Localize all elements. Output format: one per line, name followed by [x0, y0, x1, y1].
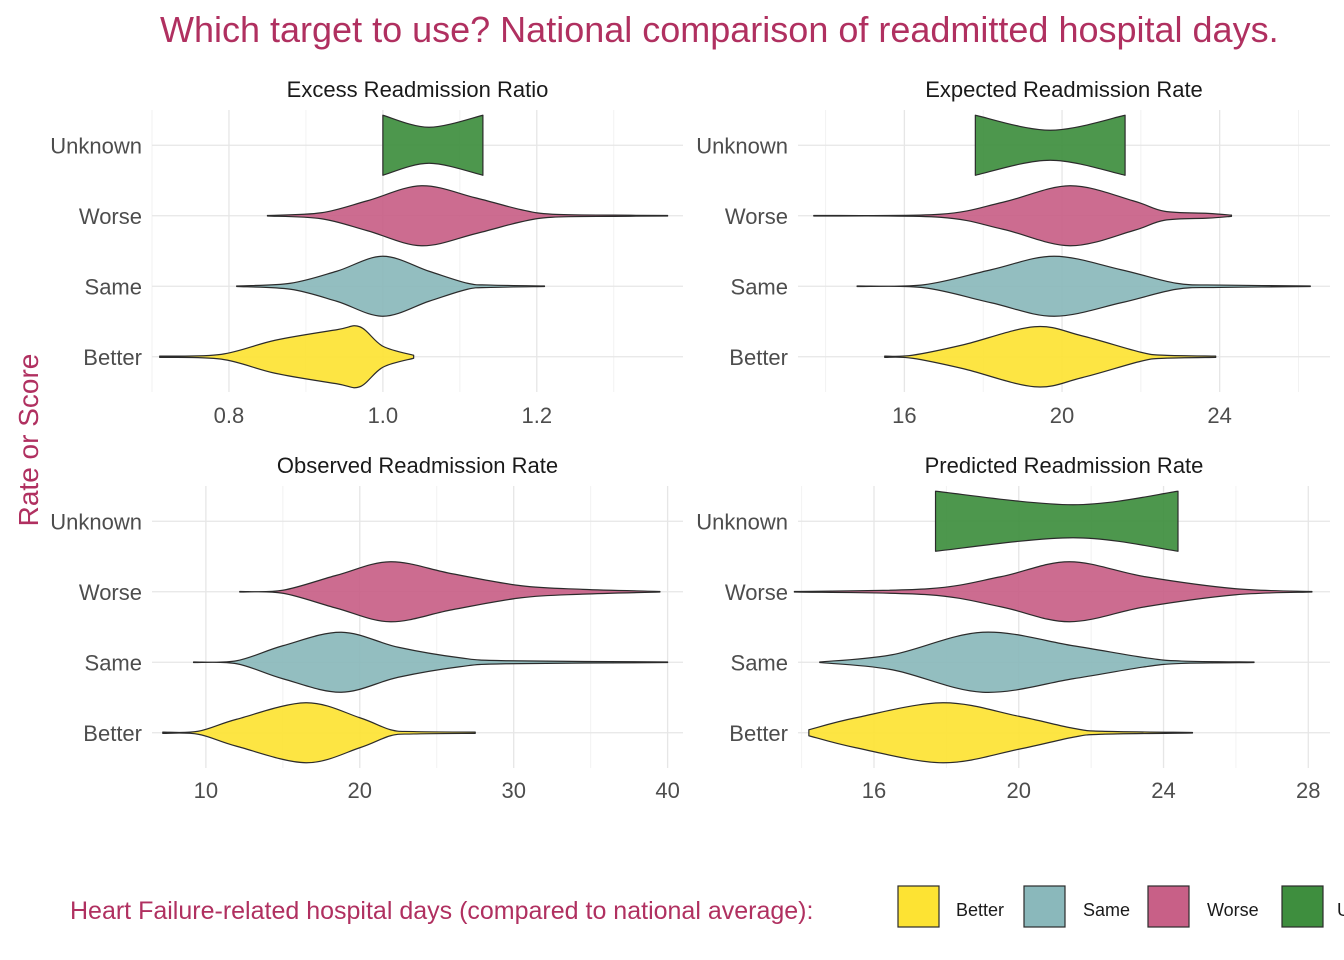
- legend-label-better: Better: [956, 900, 1004, 920]
- violin-better: [159, 325, 415, 389]
- legend-key-same: [1023, 885, 1066, 928]
- violin-better: [808, 702, 1194, 764]
- tick-label: 24: [1207, 403, 1231, 428]
- tick-label: 28: [1296, 778, 1320, 803]
- category-label: Better: [729, 345, 788, 370]
- legend-key-better: [897, 885, 940, 928]
- category-label: Worse: [79, 204, 142, 229]
- tick-label: 20: [348, 778, 372, 803]
- violin-same: [819, 631, 1255, 693]
- category-label: Unknown: [50, 509, 142, 534]
- tick-label: 10: [194, 778, 218, 803]
- category-label: Unknown: [696, 133, 788, 158]
- legend-label-worse: Worse: [1207, 900, 1259, 920]
- legend-label-unknown: Unknown: [1337, 900, 1344, 920]
- figure-title: Which target to use? National comparison…: [160, 9, 1279, 50]
- panel-title: Observed Readmission Rate: [277, 453, 558, 478]
- panel-2: Expected Readmission Rate Better Same Worse…: [696, 77, 1330, 428]
- legend-key-worse: [1147, 885, 1190, 928]
- violin-worse: [813, 185, 1233, 247]
- category-label: Same: [731, 650, 788, 675]
- category-label: Same: [85, 274, 142, 299]
- violin-better: [884, 325, 1217, 388]
- tick-label: 1.2: [521, 403, 552, 428]
- category-label: Same: [731, 274, 788, 299]
- violin-worse: [239, 561, 661, 623]
- panel-title: Expected Readmission Rate: [925, 77, 1203, 102]
- violin-same: [192, 631, 669, 693]
- violin-same: [856, 255, 1311, 317]
- chart-panels: Excess Readmission Ratio Better Same Worse U…: [50, 77, 1330, 803]
- category-label: Unknown: [50, 133, 142, 158]
- category-label: Better: [729, 721, 788, 746]
- legend: Heart Failure-related hospital days (com…: [70, 885, 1344, 928]
- tick-label: 20: [1050, 403, 1074, 428]
- violin-unknown: [382, 114, 484, 176]
- panel-title: Excess Readmission Ratio: [287, 77, 549, 102]
- violin-unknown: [974, 114, 1126, 176]
- violin-worse: [793, 561, 1313, 623]
- tick-label: 24: [1151, 778, 1175, 803]
- violin-worse: [266, 185, 669, 247]
- legend-title: Heart Failure-related hospital days (com…: [70, 897, 813, 925]
- category-label: Unknown: [696, 509, 788, 534]
- category-label: Better: [83, 345, 142, 370]
- tick-label: 1.0: [368, 403, 399, 428]
- category-label: Worse: [725, 204, 788, 229]
- tick-label: 30: [501, 778, 525, 803]
- violin-unknown: [934, 490, 1179, 552]
- tick-label: 16: [862, 778, 886, 803]
- tick-label: 0.8: [214, 403, 245, 428]
- violin-same: [236, 255, 546, 317]
- panel-title: Predicted Readmission Rate: [925, 453, 1204, 478]
- legend-key-unknown: [1281, 885, 1324, 928]
- legend-label-same: Same: [1083, 900, 1130, 920]
- panel-1: Excess Readmission Ratio Better Same Worse U…: [50, 77, 683, 428]
- tick-label: 40: [655, 778, 679, 803]
- panel-3: Observed Readmission Rate Better Same Worse…: [50, 453, 683, 803]
- category-label: Worse: [79, 580, 142, 605]
- category-label: Better: [83, 721, 142, 746]
- tick-label: 20: [1007, 778, 1031, 803]
- y-axis-label: Rate or Score: [13, 354, 44, 527]
- violin-better: [162, 702, 476, 764]
- category-label: Worse: [725, 580, 788, 605]
- category-label: Same: [85, 650, 142, 675]
- tick-label: 16: [892, 403, 916, 428]
- panel-4: Predicted Readmission Rate Better Same Wors…: [696, 453, 1330, 803]
